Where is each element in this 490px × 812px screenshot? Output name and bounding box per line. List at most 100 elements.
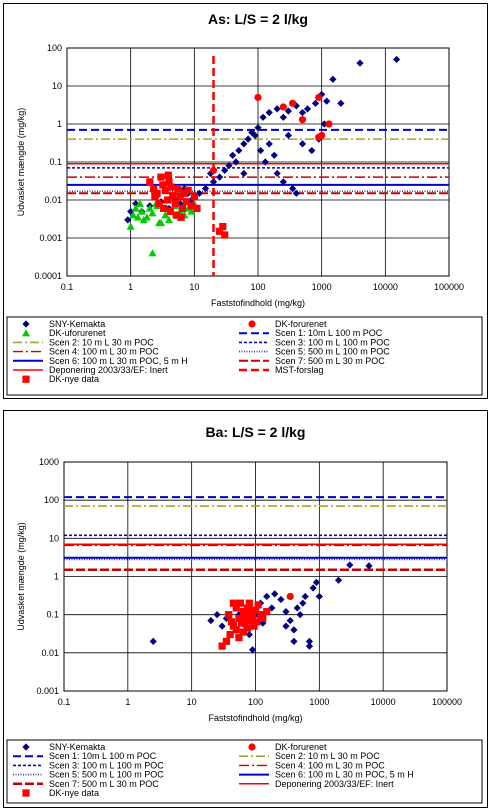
point-dk-nye-data: [146, 178, 154, 186]
point-sny-kemakta: [312, 578, 321, 587]
point-dk-nye-data: [221, 231, 229, 239]
x-tick-label: 1: [128, 282, 133, 292]
legend-label: Scen 6: 100 m L 30 m POC, 5 m H: [275, 770, 414, 780]
point-dk-nye-data: [190, 193, 198, 201]
point-dk-nye-data: [193, 204, 201, 213]
point-dk-nye-data: [222, 637, 230, 645]
point-dk-nye-data: [225, 611, 233, 619]
point-dk-nye-data: [243, 624, 252, 632]
y-tick-label: 0.0001: [34, 271, 62, 281]
point-dk-nye-data: [247, 616, 255, 625]
point-dk-nye-data: [263, 608, 271, 616]
y-tick-label: 0.001: [36, 686, 59, 696]
legend-symbol: [22, 320, 30, 328]
point-dk-nye-data: [177, 213, 185, 221]
legend-label: Scen 4: 100 m L 30 m POC: [275, 760, 385, 770]
point-sny-kemakta: [259, 113, 267, 121]
legend-label: DK-nye data: [49, 788, 99, 798]
point-sny-kemakta: [301, 592, 309, 601]
point-sny-kemakta: [261, 158, 269, 166]
point-sny-kemakta: [248, 646, 257, 654]
point-dk-nye-data: [242, 611, 250, 619]
point-dk-nye-data: [155, 200, 163, 208]
point-sny-kemakta: [293, 604, 301, 612]
point-sny-kemakta: [263, 592, 271, 601]
point-dk-nye-data: [178, 204, 187, 213]
point-dk-uforurenet: [145, 204, 154, 212]
point-dk-forurenet: [254, 93, 262, 102]
y-tick-label: 100: [47, 43, 62, 53]
point-dk-forurenet: [279, 103, 287, 111]
legend-label: Scen 7: 500 m L 30 m POC: [275, 356, 385, 366]
point-dk-uforurenet: [142, 213, 151, 221]
point-sny-kemakta: [240, 140, 248, 148]
legend-label: DK-nye data: [49, 374, 99, 384]
point-dk-nye-data: [176, 193, 184, 201]
point-dk-forurenet: [289, 99, 297, 107]
point-sny-kemakta: [232, 158, 240, 166]
point-dk-nye-data: [229, 599, 237, 607]
y-tick-label: 0.01: [41, 648, 59, 658]
legend-label: Scen 3: 100 m L 100 m POC: [275, 337, 390, 347]
point-sny-kemakta: [323, 97, 331, 105]
point-dk-forurenet: [286, 592, 294, 601]
point-dk-nye-data: [243, 604, 252, 612]
y-tick-label: 0.001: [39, 233, 62, 243]
point-dk-uforurenet: [161, 211, 170, 219]
point-sny-kemakta: [292, 189, 300, 197]
point-sny-kemakta: [318, 90, 326, 99]
point-dk-nye-data: [259, 614, 267, 622]
legend-label: Scen 1: 10m L 100 m POC: [49, 751, 157, 761]
x-axis-label: Faststofindhold (mg/kg): [208, 713, 302, 723]
legend-label: SNY-Kemakta: [49, 742, 105, 752]
point-sny-kemakta: [311, 99, 320, 107]
legend-label: Deponering 2003/33/EF: Inert: [275, 779, 394, 789]
point-dk-uforurenet: [129, 211, 138, 219]
legend-label: DK-forurenet: [275, 742, 327, 752]
point-sny-kemakta: [308, 146, 316, 155]
legend-label: Scen 4: 100 m L 30 m POC: [49, 347, 159, 357]
point-sny-kemakta: [218, 622, 226, 630]
point-sny-kemakta: [216, 173, 224, 181]
point-dk-nye-data: [174, 184, 182, 193]
legend-label: Scen 1: 10m L 100 m POC: [275, 328, 383, 338]
point-sny-kemakta: [221, 166, 229, 175]
y-axis-label: Udvasket mængde (mg/kg): [16, 522, 26, 631]
point-sny-kemakta: [257, 146, 265, 155]
point-dk-nye-data: [227, 618, 236, 626]
y-tick-label: 1: [57, 119, 62, 129]
y-tick-label: 1000: [39, 457, 59, 467]
point-dk-nye-data: [171, 200, 179, 208]
point-dk-forurenet: [209, 166, 218, 175]
point-dk-nye-data: [157, 173, 165, 181]
point-sny-kemakta: [289, 184, 297, 193]
x-tick-label: 100: [248, 697, 263, 707]
point-dk-nye-data: [250, 622, 258, 630]
point-sny-kemakta: [290, 637, 298, 645]
point-sny-kemakta: [273, 105, 281, 113]
point-dk-uforurenet: [126, 222, 135, 230]
point-sny-kemakta: [229, 151, 237, 159]
point-dk-uforurenet: [164, 215, 173, 224]
point-sny-kemakta: [305, 642, 314, 650]
x-axis-label: Faststofindhold (mg/kg): [211, 298, 305, 308]
y-tick-label: 0.01: [44, 195, 62, 205]
point-dk-nye-data: [165, 178, 173, 186]
x-tick-label: 10000: [371, 697, 396, 707]
point-dk-nye-data: [164, 171, 172, 179]
point-sny-kemakta: [277, 595, 285, 604]
point-dk-uforurenet: [131, 204, 140, 212]
x-tick-label: 0.1: [58, 697, 71, 707]
point-dk-nye-data: [218, 642, 226, 650]
point-sny-kemakta: [365, 562, 373, 570]
point-sny-kemakta: [298, 108, 307, 117]
x-tick-label: 10: [187, 697, 197, 707]
point-sny-kemakta: [270, 151, 278, 159]
y-tick-label: 0.1: [46, 610, 59, 620]
point-sny-kemakta: [286, 616, 294, 625]
legend-symbol: [22, 789, 30, 797]
x-tick-label: 100: [250, 282, 265, 292]
point-dk-uforurenet: [148, 249, 157, 257]
point-dk-uforurenet: [135, 199, 144, 207]
x-tick-label: 1000: [309, 697, 329, 707]
